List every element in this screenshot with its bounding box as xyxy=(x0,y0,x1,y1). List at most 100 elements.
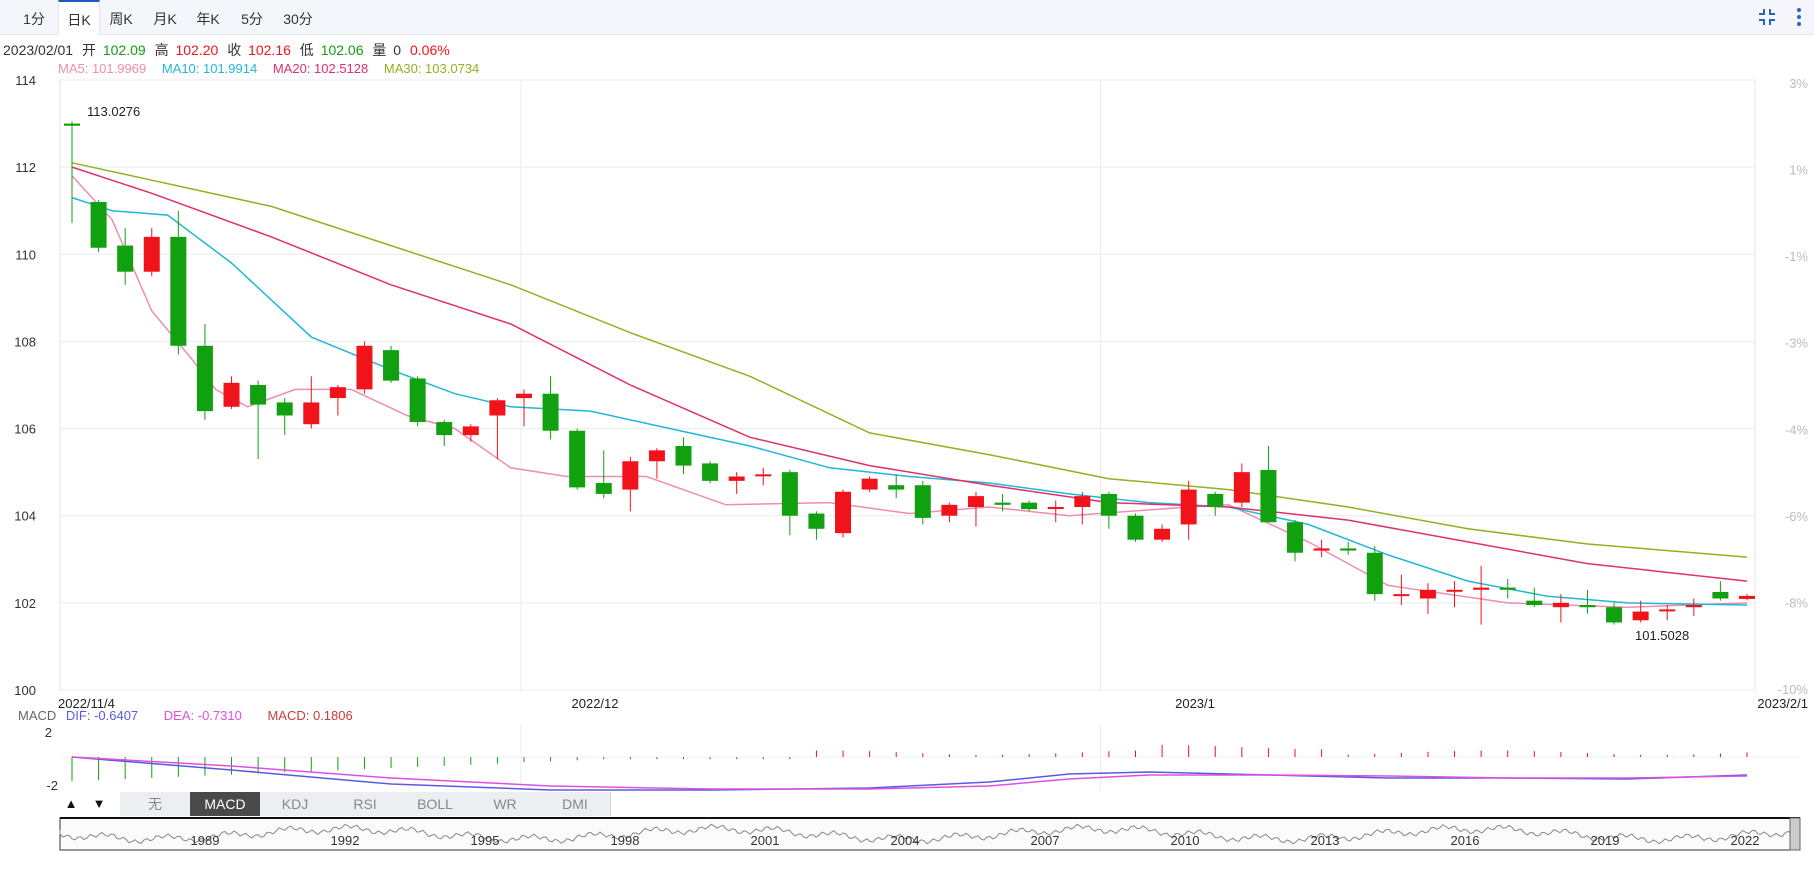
candle-body xyxy=(1393,594,1410,597)
candle-body xyxy=(64,123,80,126)
candle-body xyxy=(489,400,506,416)
tab-5min[interactable]: 5分 xyxy=(241,11,263,27)
candle-body xyxy=(1047,507,1064,509)
percent-tick: -4% xyxy=(1785,422,1809,437)
tab-monthly-k[interactable]: 月K xyxy=(153,11,177,27)
candle-body xyxy=(967,496,984,507)
candle-body xyxy=(196,345,213,412)
navigator-year: 2007 xyxy=(1031,833,1060,848)
navigator-year: 1998 xyxy=(611,833,640,848)
indicator-tab-2[interactable]: KDJ xyxy=(260,792,331,816)
tab-1min[interactable]: 1分 xyxy=(23,11,45,27)
candle-body xyxy=(383,350,400,381)
candle-body xyxy=(755,474,772,477)
arrow-up-icon[interactable]: ▲ xyxy=(64,796,78,811)
navigator-year: 2022 xyxy=(1731,833,1760,848)
candle-body xyxy=(835,491,852,534)
price-tick: 104 xyxy=(14,509,36,524)
candle-body xyxy=(276,402,293,416)
candle-body xyxy=(1606,607,1623,623)
candle-body xyxy=(409,378,426,423)
candle-body xyxy=(1207,493,1224,507)
candle-body xyxy=(1313,548,1330,551)
min-price-label: 101.5028 xyxy=(1635,628,1689,643)
candle-body xyxy=(250,385,267,405)
candle-body xyxy=(781,472,798,516)
indicator-tab-3[interactable]: RSI xyxy=(330,792,401,816)
candle-body xyxy=(1552,602,1569,608)
indicator-tab-4[interactable]: BOLL xyxy=(400,792,471,816)
dea-line xyxy=(71,756,1748,790)
macd-ytick: -2 xyxy=(46,778,58,793)
navigator-year: 1992 xyxy=(331,833,360,848)
macd-legend: MACD DIF: -0.6407 DEA: -0.7310 MACD: 0.1… xyxy=(18,708,353,723)
percent-axis: 3% 1% -1% -3% -4% -6% -8% -10% xyxy=(1778,76,1809,697)
percent-tick: -1% xyxy=(1785,249,1809,264)
candle-body xyxy=(356,345,373,390)
percent-tick: -3% xyxy=(1785,336,1809,351)
candle-body xyxy=(1419,589,1436,599)
ma-line-ma10 xyxy=(71,196,1748,606)
candle-body xyxy=(1685,605,1702,608)
collapse-icon[interactable] xyxy=(1756,6,1778,28)
candle-body xyxy=(1340,548,1357,551)
candle-body xyxy=(515,393,532,399)
candle-body xyxy=(1260,469,1277,523)
candle-body xyxy=(170,236,187,346)
price-tick: 110 xyxy=(15,247,36,262)
candle-body xyxy=(1473,587,1490,590)
candle-body xyxy=(1233,472,1250,503)
candle-body xyxy=(143,236,160,272)
macd-panel xyxy=(60,744,1800,791)
price-tick: 100 xyxy=(14,683,36,698)
date-tick: 2023/1 xyxy=(1175,696,1215,711)
candle-body xyxy=(994,502,1011,505)
candle-body xyxy=(303,402,320,425)
arrow-down-icon[interactable]: ▼ xyxy=(92,796,106,811)
candle-body xyxy=(1100,493,1117,516)
candle-body xyxy=(914,485,931,518)
navigator-year: 2004 xyxy=(891,833,920,848)
tab-daily-k[interactable]: 日K xyxy=(58,0,100,35)
candle-body xyxy=(462,426,479,436)
candle-body xyxy=(329,387,346,399)
candle-body xyxy=(1526,600,1543,606)
candle-body xyxy=(90,202,107,248)
candle-body xyxy=(1446,589,1463,592)
candle-body xyxy=(1021,502,1038,510)
candle-body xyxy=(861,478,878,490)
percent-tick: -8% xyxy=(1785,595,1809,610)
tab-30min[interactable]: 30分 xyxy=(283,11,313,27)
candle-body xyxy=(1127,515,1144,540)
indicator-tab-6[interactable]: DMI xyxy=(540,792,611,816)
range-navigator[interactable]: 1989 1992 1995 1998 2001 2004 2007 2010 2013 2016… xyxy=(59,817,1801,851)
candle-body xyxy=(888,485,905,490)
navigator-year: 2010 xyxy=(1171,833,1200,848)
candle-body xyxy=(542,393,559,431)
candle-body xyxy=(223,382,240,407)
ma-line-ma20 xyxy=(71,166,1748,582)
candle-body xyxy=(436,422,453,436)
macd-ytick: 2 xyxy=(45,725,52,740)
ma-line-ma5 xyxy=(71,175,1748,608)
candle-body xyxy=(622,461,639,490)
candle-body xyxy=(1579,605,1596,608)
candle-body xyxy=(569,430,586,488)
navigator-year: 1989 xyxy=(191,833,220,848)
navigator-frame xyxy=(59,817,1801,851)
ma-lines xyxy=(71,162,1748,608)
candle-body xyxy=(1154,528,1171,540)
date-tick: 2022/11/4 xyxy=(58,696,115,711)
indicator-tab-0[interactable]: 无 xyxy=(120,792,191,816)
tab-weekly-k[interactable]: 周K xyxy=(109,11,133,27)
candle-body xyxy=(1180,489,1197,525)
indicator-tab-1[interactable]: MACD xyxy=(190,792,261,816)
ohlc-info: 2023/02/01 开 102.09 高 102.20 收 102.16 低 … xyxy=(3,42,450,58)
more-menu-icon[interactable] xyxy=(1788,6,1810,28)
indicator-tab-5[interactable]: WR xyxy=(470,792,541,816)
candle-body xyxy=(808,513,825,529)
candle-body xyxy=(702,463,719,481)
tab-yearly-k[interactable]: 年K xyxy=(196,11,220,27)
candle-body xyxy=(117,245,134,272)
